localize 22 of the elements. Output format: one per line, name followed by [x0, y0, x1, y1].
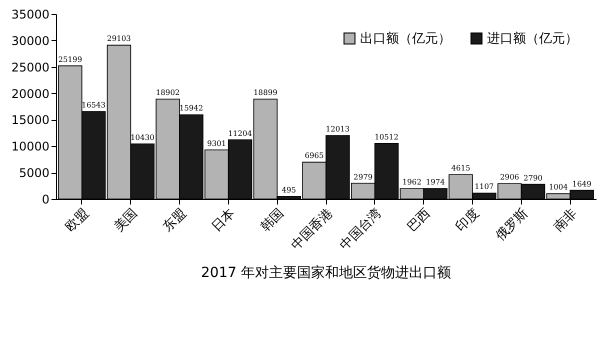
y-tick-label: 15000 — [11, 113, 50, 128]
y-tick-label: 25000 — [11, 60, 50, 74]
x-tick-label: 俄罗斯 — [493, 206, 532, 244]
x-tick-label: 南非 — [551, 206, 580, 235]
x-tick-label: 印度 — [452, 205, 482, 235]
y-tick-label: 20000 — [11, 86, 50, 101]
x-tick-label: 巴西 — [404, 206, 434, 235]
x-tick-label: 韩国 — [258, 206, 288, 235]
y-tick-label: 10000 — [11, 140, 50, 154]
x-tick-label: 美国 — [110, 205, 141, 235]
y-tick-label: 0 — [42, 192, 50, 206]
x-tick-label: 欧盟 — [62, 206, 92, 235]
y-tick-label: 35000 — [11, 8, 50, 22]
text: 2017 年对主要国家和地区货物进出口额 — [200, 264, 452, 281]
x-tick-label: 日本 — [209, 206, 238, 235]
x-tick-label: 东盟 — [160, 206, 190, 235]
x-tick-label: 中国香港 — [288, 206, 336, 254]
y-tick-label: 5000 — [18, 166, 50, 180]
legend-label: 进口额（亿元） — [487, 32, 578, 47]
x-tick-label: 中国台湾 — [336, 205, 385, 254]
y-tick-label: 30000 — [11, 34, 50, 48]
legend-label: 出口额（亿元） — [360, 32, 451, 47]
